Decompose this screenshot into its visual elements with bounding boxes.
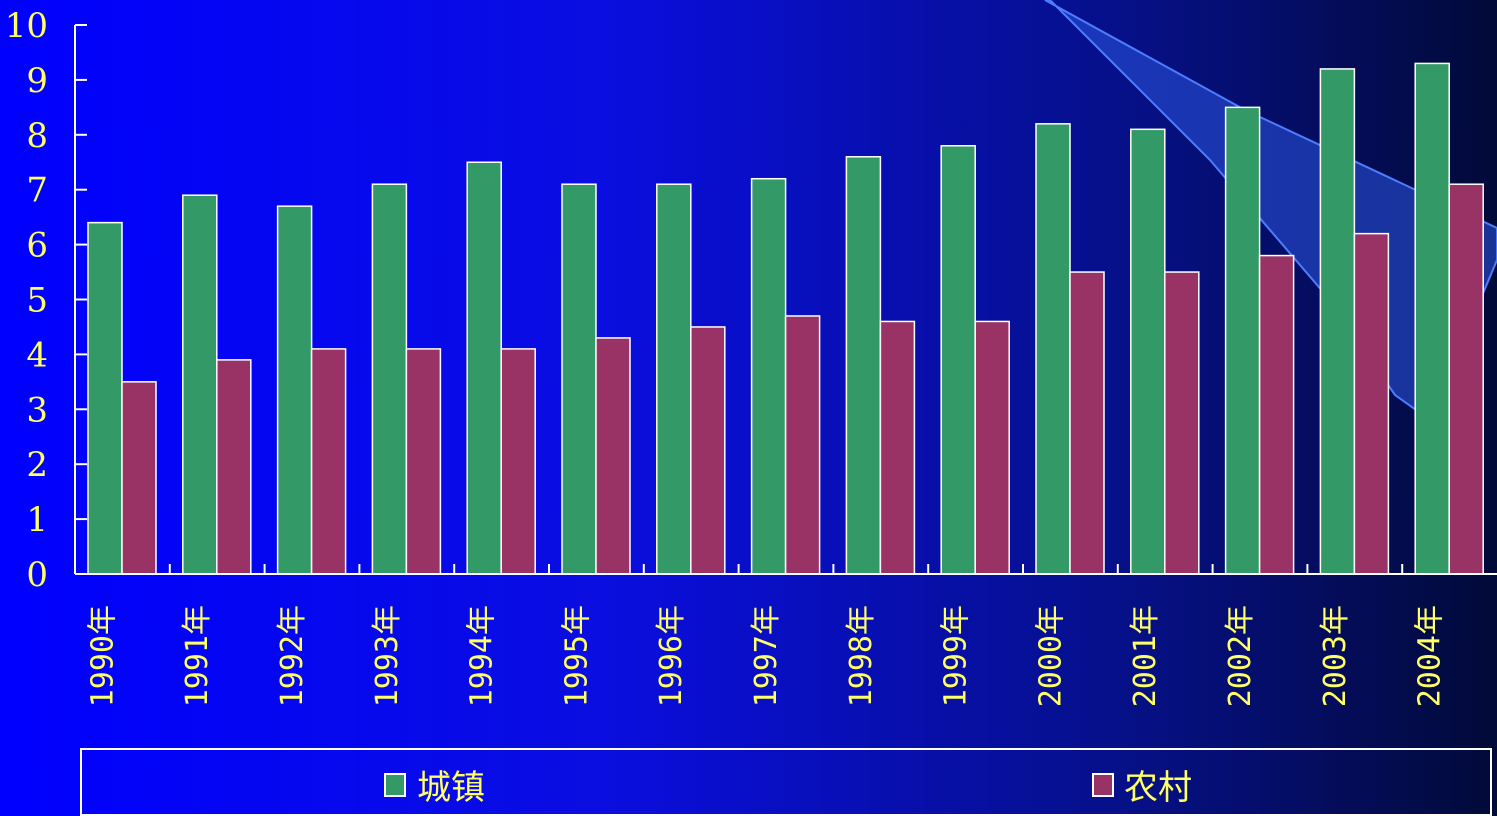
bar-rural-7 [784, 315, 821, 575]
legend-swatch-urban [384, 773, 406, 797]
x-tick-label-11: 2001年 [1128, 605, 1163, 707]
bar-urban-0 [87, 221, 123, 575]
bar-rural-11 [1164, 271, 1200, 575]
bar-urban-6 [656, 183, 692, 575]
bar-urban-5 [561, 183, 597, 575]
x-tick-labels: 1990年 1991年 1992年 1993年 1994年 1995年 1996年 1997年… [85, 605, 1447, 707]
y-tick-label-7: 7 [26, 171, 48, 211]
bar-urban-9 [940, 145, 976, 575]
bar-rural-14 [1448, 183, 1484, 575]
x-tick-label-10: 2000年 [1033, 605, 1068, 707]
bar-urban-10 [1035, 123, 1071, 575]
x-tick-label-0: 1990年 [85, 605, 120, 707]
x-tick-label-12: 2002年 [1223, 605, 1258, 707]
y-tick-label-9: 9 [26, 61, 48, 101]
x-tick-label-8: 1998年 [844, 605, 879, 707]
bar-rural-10 [1069, 271, 1105, 575]
y-tick-labels: 0 1 2 3 4 5 6 7 8 9 10 [5, 6, 48, 595]
y-tick-label-0: 0 [26, 555, 48, 595]
axes-layer [74, 24, 1497, 575]
y-tick-label-5: 5 [26, 281, 48, 321]
x-tick-label-4: 1994年 [465, 605, 500, 707]
x-tick-label-2: 1992年 [275, 605, 310, 707]
x-tick-label-13: 2003年 [1318, 605, 1353, 707]
legend-label-rural: 农村 [1124, 768, 1192, 808]
x-tick-label-1: 1991年 [180, 605, 215, 707]
x-tick-label-6: 1996年 [654, 605, 689, 707]
bar-rural-2 [310, 348, 347, 575]
bar-urban-14 [1414, 62, 1450, 575]
bar-urban-11 [1130, 128, 1166, 575]
bar-urban-4 [466, 161, 502, 575]
bar-urban-13 [1319, 68, 1356, 575]
x-tick-label-5: 1995年 [559, 605, 594, 707]
y-tick-label-1: 1 [26, 500, 48, 540]
legend-label-urban: 城镇 [417, 768, 485, 808]
bar-rural-8 [879, 320, 916, 575]
bar-urban-12 [1224, 106, 1261, 575]
bar-rural-12 [1258, 254, 1295, 575]
bar-rural-0 [121, 381, 157, 575]
y-tick-label-10: 10 [5, 6, 48, 46]
bar-rural-9 [974, 320, 1010, 575]
legend-swatch-rural [1092, 773, 1114, 797]
bar-urban-1 [182, 194, 218, 575]
bar-urban-8 [845, 156, 882, 575]
x-tick-label-7: 1997年 [749, 605, 784, 707]
bar-rural-1 [216, 359, 252, 575]
y-tick-label-3: 3 [26, 390, 48, 430]
bar-urban-3 [371, 183, 408, 575]
y-tick-label-6: 6 [26, 226, 48, 266]
bar-rural-6 [690, 326, 726, 575]
x-tick-label-9: 1999年 [939, 605, 974, 707]
y-tick-label-8: 8 [26, 116, 48, 156]
legend-box [80, 748, 1492, 816]
bar-urban-7 [750, 177, 787, 575]
y-tick-label-2: 2 [26, 445, 48, 485]
x-tick-label-14: 2004年 [1413, 605, 1448, 707]
bar-urban-2 [276, 205, 313, 575]
x-tick-label-3: 1993年 [370, 605, 405, 707]
bar-rural-3 [405, 348, 442, 575]
bar-rural-13 [1353, 232, 1390, 575]
bar-rural-5 [595, 337, 631, 575]
bar-rural-4 [500, 348, 536, 575]
bars-layer [87, 62, 1484, 575]
y-tick-label-4: 4 [26, 335, 48, 375]
